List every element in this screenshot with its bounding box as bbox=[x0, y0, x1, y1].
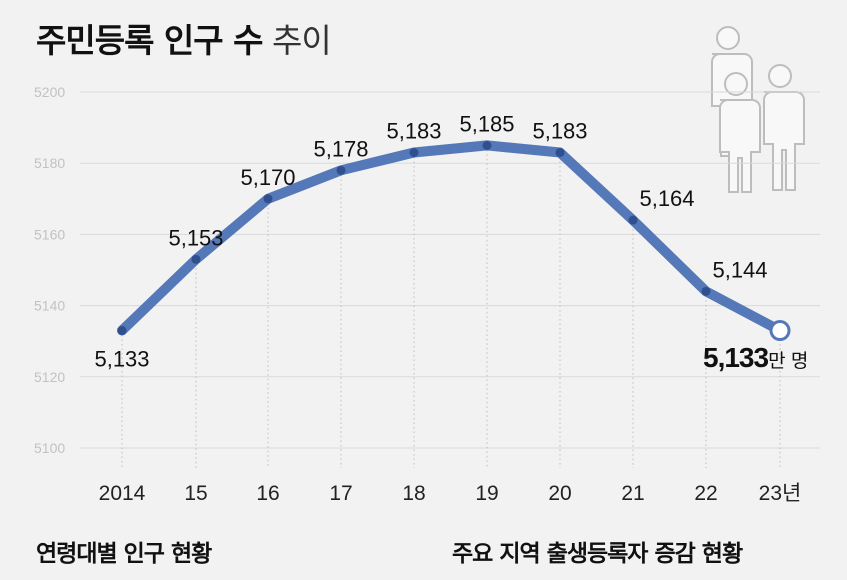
x-tick-label: 23년 bbox=[759, 482, 802, 505]
x-tick-label: 16 bbox=[256, 482, 279, 505]
y-tick-label: 5180 bbox=[34, 155, 65, 171]
data-label: 5,178 bbox=[313, 136, 368, 161]
x-tick-label: 20 bbox=[548, 482, 571, 505]
y-tick-label: 5140 bbox=[34, 298, 65, 314]
title-light: 추이 bbox=[272, 21, 332, 60]
y-tick-label: 5100 bbox=[34, 440, 65, 456]
data-label: 5,170 bbox=[240, 165, 295, 190]
data-label: 5,164 bbox=[639, 186, 694, 211]
x-tick-label: 2014 bbox=[99, 482, 146, 505]
x-tick-label: 17 bbox=[329, 482, 352, 505]
data-label: 5,183 bbox=[532, 119, 587, 144]
data-point bbox=[628, 215, 638, 225]
data-point bbox=[263, 194, 273, 204]
final-unit: 만 명 bbox=[768, 351, 809, 372]
data-label: 5,183 bbox=[386, 119, 441, 144]
final-value: 5,133 bbox=[703, 342, 769, 373]
chart-title: 주민등록 인구 수 추이 bbox=[36, 14, 332, 62]
title-bold: 주민등록 인구 수 bbox=[36, 21, 263, 60]
data-point-final bbox=[769, 320, 791, 342]
data-label: 5,185 bbox=[459, 111, 514, 136]
data-point bbox=[117, 326, 127, 336]
data-point bbox=[336, 165, 346, 175]
x-tick-label: 21 bbox=[621, 482, 644, 505]
section-heading-births[interactable]: 주요 지역 출생등록자 증감 현황 bbox=[452, 541, 743, 567]
data-point bbox=[409, 148, 419, 158]
section-heading-age[interactable]: 연령대별 인구 현황 bbox=[36, 541, 212, 567]
x-tick-label: 19 bbox=[475, 482, 498, 505]
data-point bbox=[191, 254, 201, 264]
x-tick-label: 15 bbox=[184, 482, 207, 505]
data-label: 5,133 bbox=[94, 347, 149, 372]
x-tick-label: 22 bbox=[694, 482, 717, 505]
data-label: 5,153 bbox=[168, 225, 223, 250]
y-tick-label: 5200 bbox=[34, 84, 65, 100]
series-line bbox=[117, 140, 785, 336]
x-tick-label: 18 bbox=[402, 482, 425, 505]
data-point bbox=[555, 148, 565, 158]
y-tick-label: 5160 bbox=[34, 226, 65, 242]
final-value-label: 5,133만 명 bbox=[703, 342, 808, 374]
y-tick-label: 5120 bbox=[34, 369, 65, 385]
data-label: 5,144 bbox=[712, 257, 767, 282]
data-point bbox=[482, 140, 492, 150]
people-icon bbox=[711, 26, 805, 193]
data-point bbox=[701, 286, 711, 296]
